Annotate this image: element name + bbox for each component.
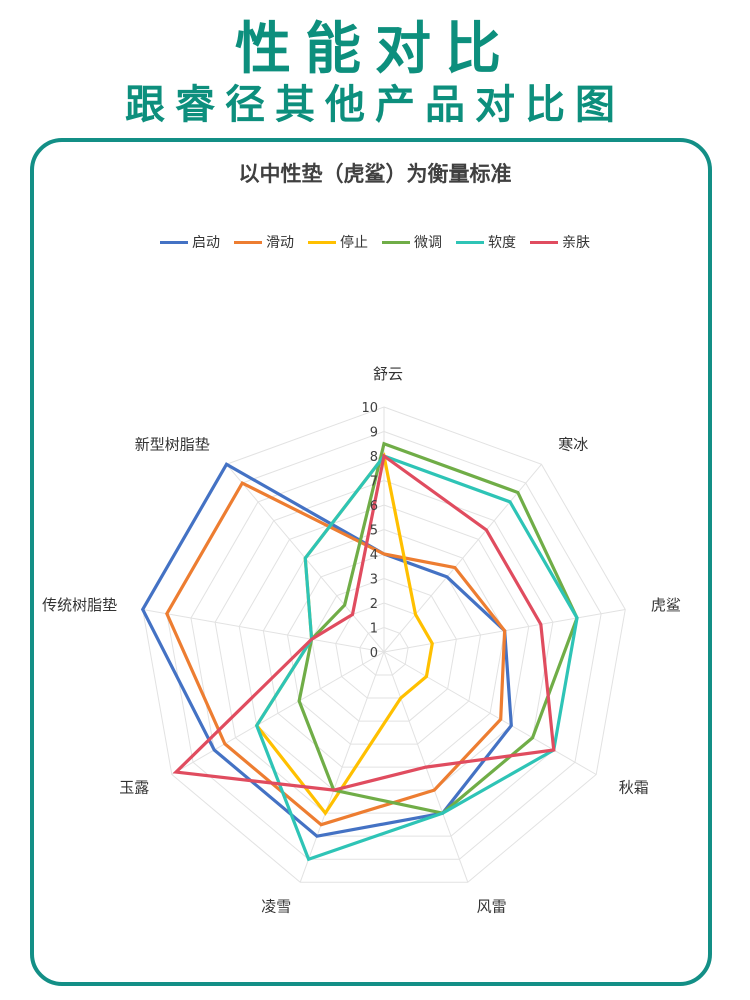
category-label: 舒云: [373, 365, 403, 383]
chart-frame: [30, 138, 712, 986]
legend-swatch: [308, 240, 336, 244]
series-line-微调: [297, 441, 579, 815]
tick-label: 1: [370, 622, 378, 637]
legend-label: 滑动: [266, 235, 294, 251]
category-label: 新型树脂垫: [135, 435, 210, 453]
tick-label: 7: [370, 475, 378, 490]
grid-spoke: [383, 651, 597, 775]
tick-label: 4: [370, 548, 378, 563]
legend-swatch: [160, 240, 188, 244]
category-label: 虎鲨: [651, 596, 681, 614]
grid-ring: [214, 479, 554, 814]
grid-spoke: [142, 608, 385, 653]
legend-item: 软度: [456, 232, 516, 252]
category-label: 玉露: [119, 779, 149, 797]
legend-swatch: [234, 240, 262, 244]
grid-spoke: [171, 651, 385, 775]
legend-label: 软度: [488, 235, 516, 251]
tick-label: 6: [370, 499, 378, 514]
legend-swatch: [530, 240, 558, 244]
legend-label: 停止: [340, 235, 368, 251]
legend-label: 微调: [414, 235, 442, 251]
legend-item: 微调: [382, 232, 442, 252]
page-subtitle: 跟睿径其他产品对比图: [125, 81, 625, 128]
tick-label: 2: [370, 597, 378, 612]
grid-ring: [262, 528, 506, 768]
category-label: 寒冰: [558, 435, 588, 453]
legend-label: 启动: [192, 235, 220, 251]
tick-label: 3: [370, 573, 378, 588]
legend-item: 停止: [308, 232, 368, 252]
page-title: 性能对比: [235, 16, 515, 82]
tick-label: 8: [370, 450, 378, 465]
legend-item: 启动: [160, 232, 220, 252]
tick-label: 10: [361, 401, 378, 416]
tick-label: 0: [370, 646, 378, 661]
legend-item: 滑动: [234, 232, 294, 252]
grid-ring: [238, 504, 530, 791]
category-label: 凌雪: [261, 898, 291, 916]
category-label: 秋霜: [619, 779, 649, 797]
legend-swatch: [382, 240, 410, 244]
series-line-滑动: [165, 480, 507, 827]
grid-ring: [286, 553, 482, 745]
grid-spoke: [299, 651, 385, 883]
legend-swatch: [456, 240, 484, 244]
chart-title: 以中性垫（虎鲨）为衡量标准: [238, 162, 512, 186]
category-label: 风雷: [477, 898, 507, 916]
legend-item: 亲肤: [530, 232, 590, 252]
grid-ring: [359, 626, 409, 676]
series-line-软度: [254, 454, 579, 862]
grid-spoke: [383, 463, 542, 653]
series-line-亲肤: [172, 453, 556, 792]
chart-legend: 启动 滑动 停止 微调 软度 亲肤: [0, 232, 750, 252]
tick-label: 9: [370, 426, 378, 441]
series-line-启动: [140, 462, 513, 838]
legend-label: 亲肤: [562, 235, 590, 251]
tick-label: 5: [370, 524, 378, 539]
category-label: 传统树脂垫: [42, 596, 117, 614]
